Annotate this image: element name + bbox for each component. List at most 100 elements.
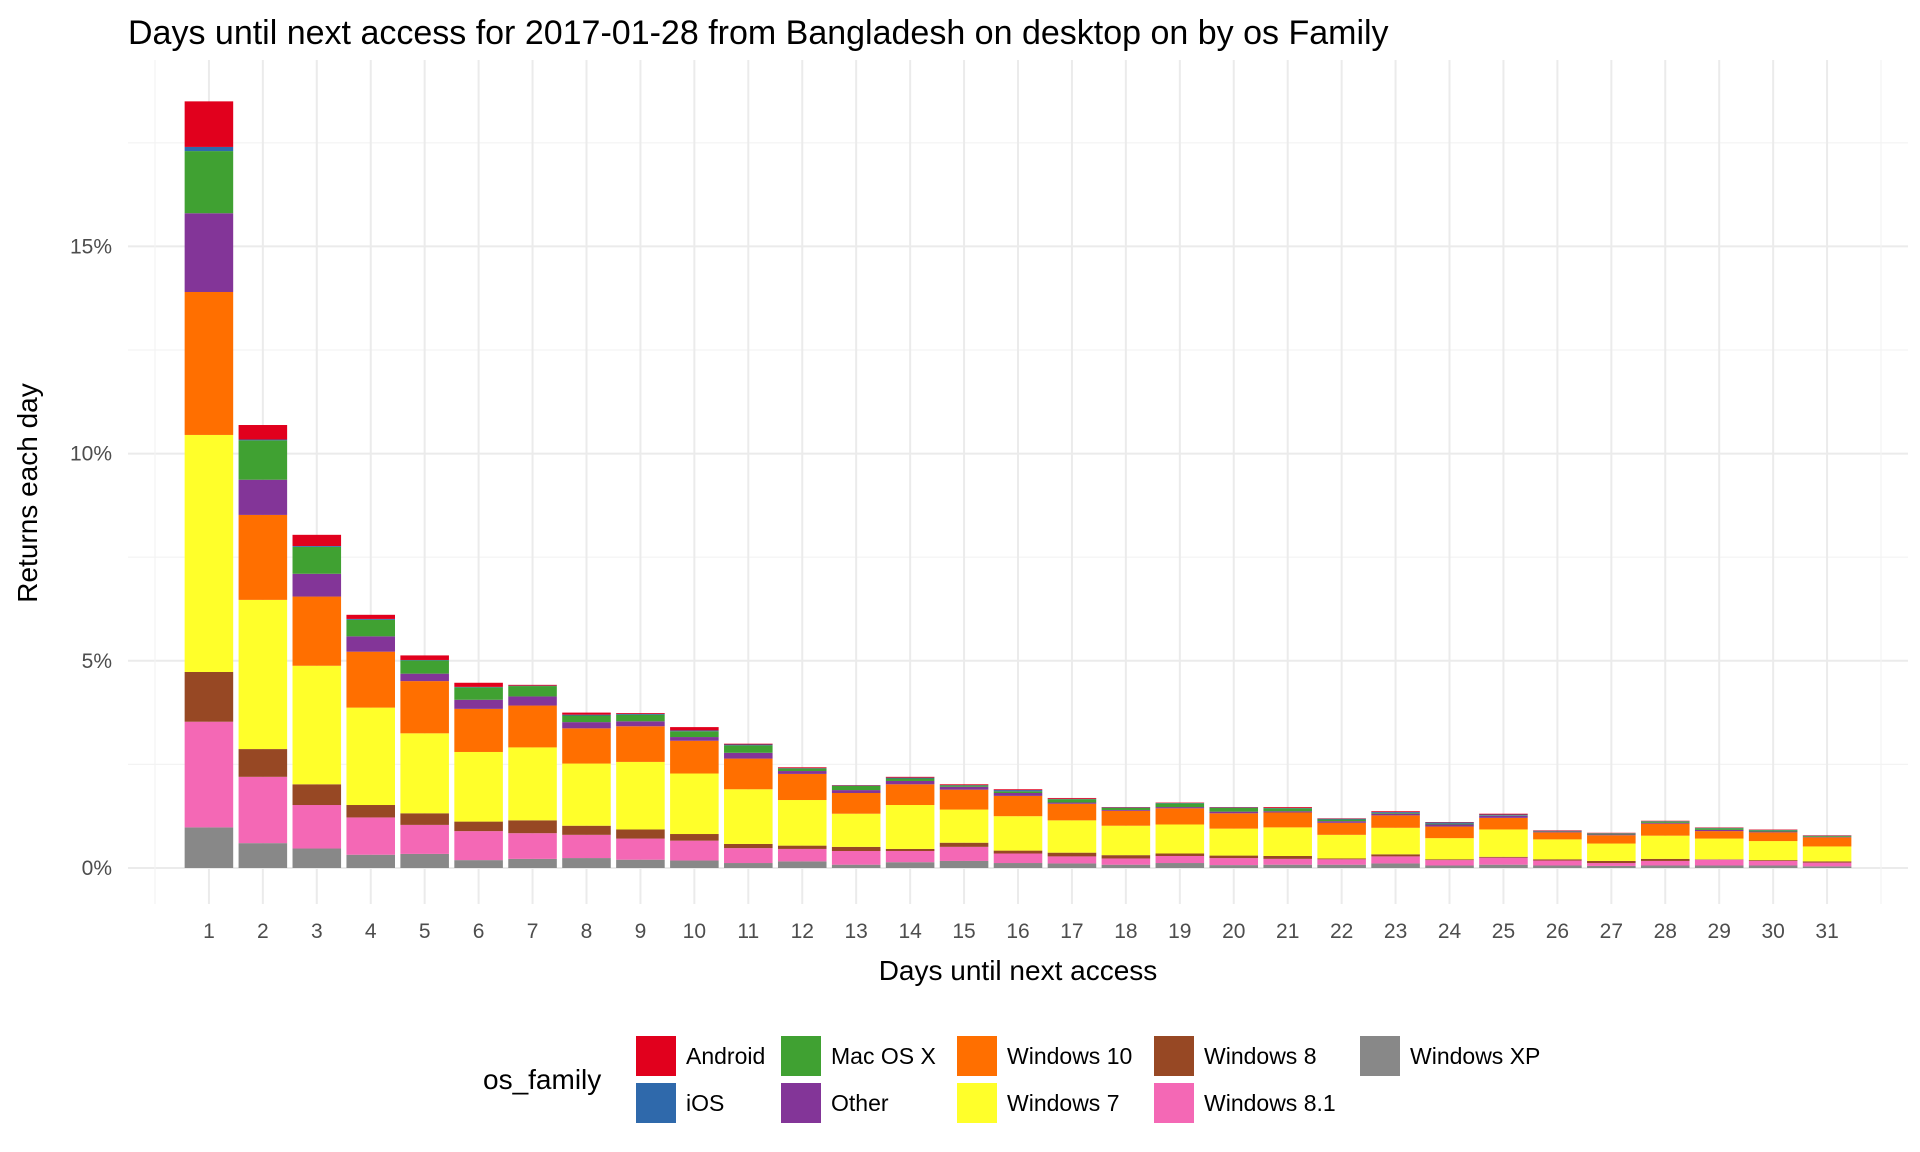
bar-segment-13-other [831,790,881,793]
bar-segment-24-ios [1425,822,1474,824]
bar-segment-21-windows-10 [1263,812,1312,828]
bar-segment-9-windows-8-1 [616,838,665,860]
bar-segment-14-android [885,776,935,778]
y-tick-label: 10% [70,443,112,466]
bar-segment-4-windows-8 [346,805,395,818]
x-tick-label: 13 [845,920,868,943]
bar-segment-26-windows-7 [1533,839,1582,860]
y-tick-label: 0% [82,857,112,880]
bar-segment-8-windows-8-1 [562,834,611,859]
bar-segment-2-windows-8 [238,749,288,777]
bar-segment-21-other [1263,811,1312,813]
bar-segment-1-windows-10 [184,291,234,435]
bar-segment-20-other [1209,811,1259,814]
legend-key-windows-7 [957,1083,997,1123]
bar-segment-9-windows-xp [616,859,665,868]
bar-segment-14-windows-8 [885,848,935,852]
x-tick-label: 2 [257,920,269,943]
bar-segment-9-ios [616,713,665,715]
bar-segment-10-mac-os-x [670,731,719,738]
x-tick-label: 11 [737,920,759,943]
bar-segment-5-windows-8-1 [400,824,449,854]
bar-segment-22-other [1317,821,1366,823]
x-tick-label: 23 [1384,920,1407,943]
legend-label: Mac OS X [831,1043,936,1069]
bar-segment-14-other [885,780,935,785]
bar-segment-16-mac-os-x [993,791,1043,793]
bar-segment-20-windows-8 [1209,855,1259,859]
bar-segment-15-windows-8 [939,842,989,847]
bar-segment-23-windows-10 [1371,815,1420,828]
bar-segment-26-other [1533,831,1582,833]
bar-segment-31-windows-7 [1802,846,1852,862]
bar-segment-4-android [346,614,395,619]
bar-segment-11-windows-8-1 [724,848,773,864]
bar-segment-10-windows-10 [670,740,719,774]
x-tick-label: 26 [1546,920,1569,943]
bar-segment-10-other [670,737,719,741]
bar-segment-27-windows-8-1 [1587,863,1636,866]
bar-segment-23-windows-7 [1371,827,1420,855]
bar-segment-3-ios [292,546,342,547]
x-tick-label: 8 [581,920,593,943]
y-tick-label: 5% [82,650,112,673]
bar-segment-26-windows-8-1 [1533,860,1582,866]
bar-segment-16-windows-8-1 [993,853,1043,864]
bar-segment-1-windows-7 [184,434,234,672]
bar-segment-12-other [777,771,827,774]
bar-segment-13-windows-8 [831,846,881,852]
bar-segment-14-ios [885,777,935,779]
legend-key-mac-os-x [781,1036,821,1076]
bar-segment-2-other [238,479,288,515]
bar-segment-29-windows-7 [1694,838,1744,860]
bar-segment-13-windows-10 [831,792,881,814]
bar-segment-11-mac-os-x [724,745,773,753]
bar-segment-4-windows-xp [346,854,395,868]
bar-segment-5-windows-xp [400,853,449,868]
bar-segment-1-android [184,101,234,147]
bar-segment-3-android [292,534,342,547]
bar-segment-22-windows-7 [1317,834,1366,859]
bar-segment-27-other [1587,834,1636,836]
bar-segment-18-windows-10 [1101,810,1151,826]
bar-segment-11-windows-7 [724,789,773,844]
legend: os_family Android iOS Mac OS X Other Windows… [483,1036,1540,1123]
x-tick-label: 5 [419,920,431,943]
bar-segment-10-windows-7 [670,773,719,835]
x-tick-label: 7 [527,920,539,943]
bar-segment-4-windows-10 [346,651,395,708]
bar-segment-5-windows-10 [400,681,449,734]
bar-segment-16-other [993,792,1043,796]
bar-segment-18-other [1101,809,1151,811]
x-tick-label: 6 [473,920,485,943]
legend-key-android [636,1036,676,1076]
bar-segment-5-windows-7 [400,733,449,814]
legend-label: Windows 10 [1007,1043,1132,1069]
y-axis-title: Returns each day [12,383,43,602]
bar-segment-31-windows-10 [1802,837,1852,847]
bar-segment-3-windows-8-1 [292,805,342,849]
bar-segment-13-windows-8-1 [831,851,881,865]
bar-segment-15-mac-os-x [939,785,989,787]
bar-segment-19-other [1155,807,1205,809]
bar-segment-25-windows-7 [1479,829,1528,857]
legend-label: Windows XP [1410,1043,1540,1069]
bar-segment-15-windows-10 [939,789,989,810]
bar-segment-27-mac-os-x [1587,833,1636,835]
bar-segment-15-android [939,784,989,786]
bar-segment-8-other [562,722,611,729]
x-tick-label: 12 [791,920,814,943]
bar-segment-15-windows-7 [939,809,989,843]
bar-segment-14-windows-8-1 [885,851,935,863]
bar-segment-28-other [1641,822,1690,824]
bar-segment-4-mac-os-x [346,619,395,637]
bar-segment-9-windows-8 [616,829,665,839]
bar-segment-8-windows-8 [562,825,611,835]
x-tick-label: 30 [1761,920,1784,943]
bar-segment-30-windows-xp [1748,865,1798,868]
bar-segment-1-windows-xp [184,827,234,868]
bar-segment-7-windows-8 [508,820,557,834]
x-tick-label: 19 [1168,920,1191,943]
bar-segment-2-windows-8-1 [238,776,288,844]
